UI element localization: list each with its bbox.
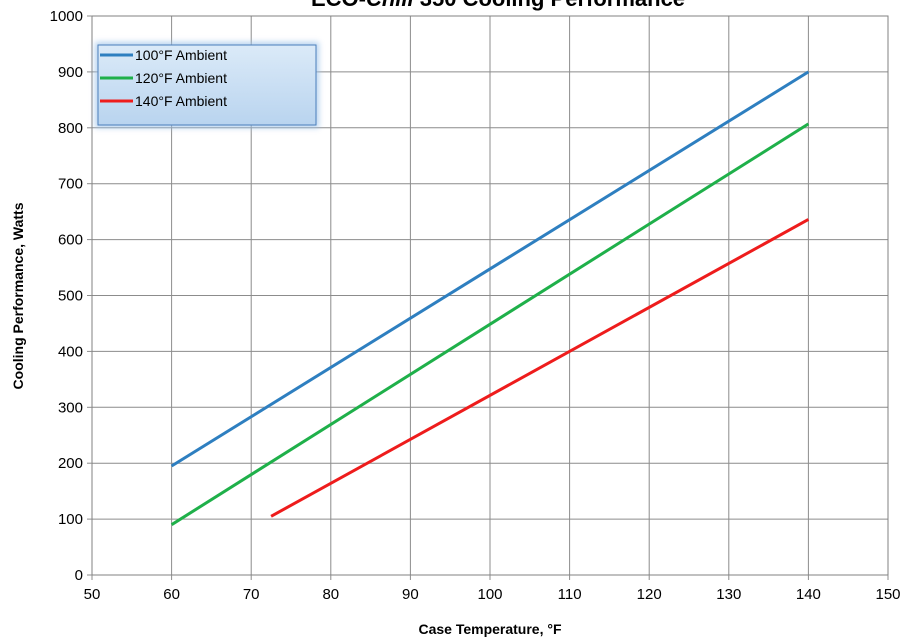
y-tick-label: 0 [75,567,83,584]
x-tick-label: 150 [875,586,900,603]
x-tick-label: 80 [322,586,339,603]
y-tick-label: 1000 [50,8,83,25]
y-tick-label: 900 [58,64,83,81]
series-line-2 [170,122,810,526]
series-line-1 [170,70,810,468]
x-tick-label: 100 [477,586,502,603]
y-tick-label: 100 [58,511,83,528]
x-axis-title: Case Temperature, °F [418,621,562,637]
y-tick-label: 300 [58,399,83,416]
legend: 100°F Ambient 120°F Ambient 140°F Ambient [95,42,319,128]
y-tick-label: 500 [58,288,83,305]
x-tick-label: 110 [558,586,582,603]
series-lines [170,70,810,526]
x-tick-label: 130 [716,586,741,603]
legend-label-1: 100°F Ambient [135,47,227,63]
legend-label-3: 140°F Ambient [135,93,227,109]
y-tick-label: 200 [58,455,83,472]
x-tick-label: 50 [84,586,101,603]
x-tick-label: 60 [163,586,180,603]
y-tick-label: 400 [58,343,83,360]
y-tick-label: 700 [58,176,83,193]
legend-label-2: 120°F Ambient [135,70,227,86]
y-axis-ticks: 0 100 200 300 400 500 600 700 800 900 1000 [50,8,92,584]
y-axis-title: Cooling Performance, Watts [10,202,26,389]
legend-box [97,44,317,126]
chart-title: ECO-Chill 350 Cooling Performance [311,0,685,11]
y-tick-label: 600 [58,232,83,249]
y-tick-label: 800 [58,120,83,137]
x-tick-label: 70 [243,586,260,603]
x-axis-ticks: 50 60 70 80 90 100 110 120 130 140 150 [84,575,901,603]
x-tick-label: 90 [402,586,419,603]
series-line-3 [270,218,810,518]
x-tick-label: 120 [637,586,662,603]
x-tick-label: 140 [796,586,821,603]
